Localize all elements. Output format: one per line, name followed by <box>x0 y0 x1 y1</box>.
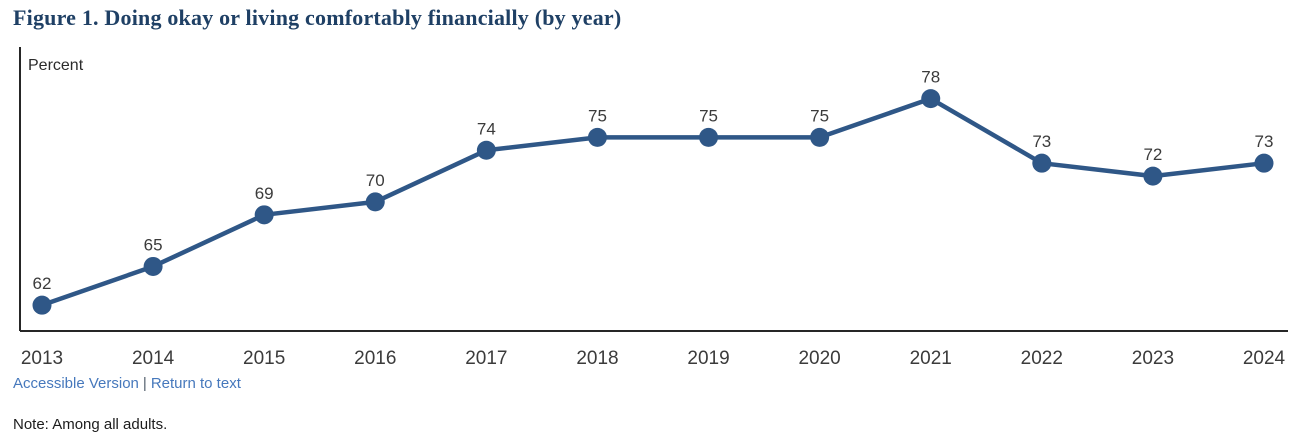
value-label-2018: 75 <box>588 106 607 125</box>
data-point-2023 <box>1143 166 1163 186</box>
x-tick-label-2018: 2018 <box>576 348 618 369</box>
value-label-2017: 74 <box>477 119 496 138</box>
data-point-2021 <box>921 89 941 109</box>
line-chart: Percent 62 2013 65 2014 69 2015 70 2016 74 2017 75… <box>19 47 1288 369</box>
figure-title: Figure 1. Doing okay or living comfortab… <box>13 5 622 30</box>
data-point-2015 <box>254 205 274 225</box>
data-line-series <box>39 96 1267 308</box>
data-point-2014 <box>143 256 163 276</box>
y-axis-unit-label: Percent <box>28 57 84 74</box>
data-point-2016 <box>365 192 385 212</box>
data-point-2018 <box>587 127 607 147</box>
chart-links: Accessible Version | Return to text <box>13 375 241 392</box>
data-point-2013 <box>32 295 52 315</box>
figure-note: Note: Among all adults. <box>13 416 168 433</box>
value-label-2022: 73 <box>1032 132 1051 151</box>
x-tick-label-2023: 2023 <box>1132 348 1174 369</box>
x-tick-label-2019: 2019 <box>687 348 729 369</box>
value-label-2013: 62 <box>33 274 52 293</box>
data-point-2017 <box>476 140 496 160</box>
accessible-version-link[interactable]: Accessible Version <box>13 375 139 392</box>
return-to-text-link[interactable]: Return to text <box>150 375 241 392</box>
data-point-2019 <box>699 127 719 147</box>
value-label-2020: 75 <box>810 106 829 125</box>
value-label-2021: 78 <box>921 68 940 87</box>
value-label-2015: 69 <box>255 184 274 203</box>
value-label-2014: 65 <box>144 235 163 254</box>
x-tick-label-2017: 2017 <box>465 348 507 369</box>
x-tick-label-2015: 2015 <box>243 348 285 369</box>
x-tick-label-2013: 2013 <box>21 348 63 369</box>
x-tick-label-2016: 2016 <box>354 348 396 369</box>
x-tick-label-2024: 2024 <box>1243 348 1286 369</box>
x-tick-label-2022: 2022 <box>1021 348 1063 369</box>
data-point-2022 <box>1032 153 1052 173</box>
data-point-2024 <box>1254 153 1274 173</box>
x-tick-label-2014: 2014 <box>132 348 175 369</box>
value-label-2016: 70 <box>366 171 385 190</box>
x-tick-label-2021: 2021 <box>910 348 952 369</box>
value-label-2024: 73 <box>1255 132 1274 151</box>
data-point-2020 <box>810 127 830 147</box>
x-tick-label-2020: 2020 <box>798 348 840 369</box>
link-separator: | <box>142 375 147 392</box>
value-label-2019: 75 <box>699 106 718 125</box>
value-label-2023: 72 <box>1143 145 1162 164</box>
